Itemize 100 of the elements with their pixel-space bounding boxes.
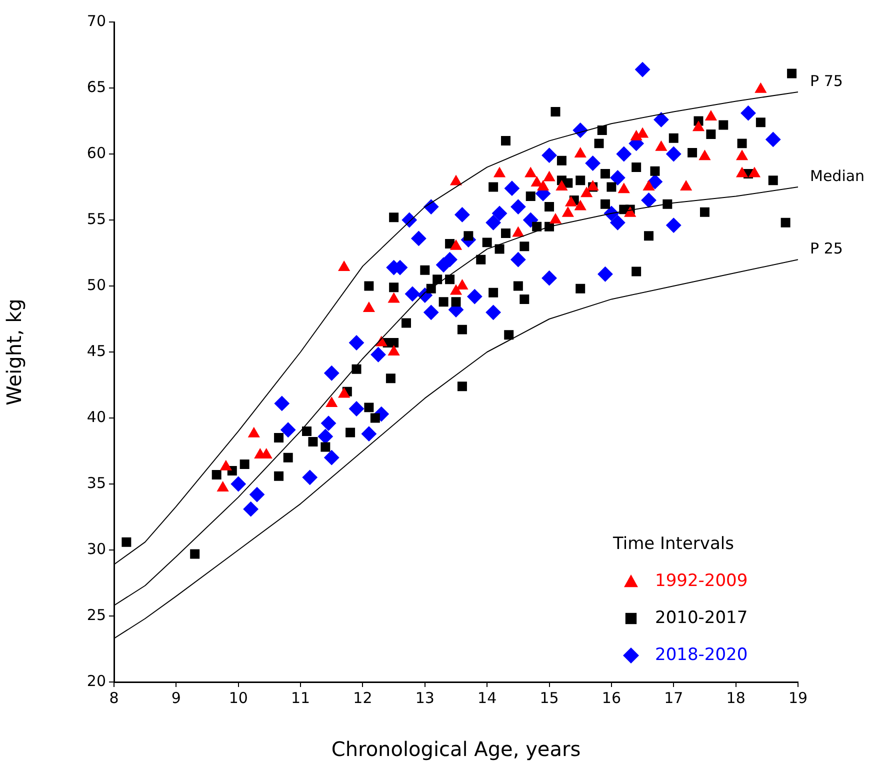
point	[766, 132, 781, 147]
point	[740, 106, 756, 121]
point	[454, 207, 470, 222]
point	[230, 476, 246, 492]
point	[635, 62, 650, 78]
point	[442, 252, 458, 268]
x-tick-label: 11	[291, 688, 310, 707]
legend-title: Time Intervals	[612, 534, 734, 554]
point	[641, 192, 656, 208]
point	[363, 302, 375, 312]
point	[318, 428, 333, 444]
point	[450, 175, 462, 186]
y-tick-label: 35	[86, 474, 106, 492]
y-tick-label: 40	[86, 408, 106, 426]
point	[598, 266, 613, 282]
point	[754, 82, 766, 93]
point	[542, 148, 557, 163]
point	[705, 110, 717, 121]
point	[510, 199, 526, 214]
x-tick-label: 16	[602, 688, 621, 707]
point	[321, 416, 336, 431]
point	[544, 171, 555, 182]
point	[361, 426, 376, 442]
point	[243, 502, 258, 517]
point	[217, 481, 229, 492]
point	[692, 121, 704, 132]
point	[370, 347, 386, 362]
point	[562, 206, 574, 217]
point	[492, 206, 508, 221]
series-label: P 25	[810, 239, 843, 258]
point	[494, 167, 506, 178]
x-tick-label: 18	[726, 688, 746, 707]
y-tick-label: 25	[86, 606, 106, 624]
x-tick-label: 9	[171, 688, 181, 707]
x-tick-label: 13	[415, 688, 434, 707]
point	[504, 180, 520, 196]
point	[656, 140, 667, 151]
point	[280, 422, 296, 438]
point	[324, 450, 340, 466]
x-tick-label: 12	[353, 688, 372, 707]
point	[424, 304, 439, 320]
point	[574, 148, 586, 158]
y-tick-label: 30	[86, 540, 106, 558]
point	[486, 304, 501, 320]
point	[302, 470, 318, 485]
point	[274, 396, 290, 411]
point	[324, 366, 340, 381]
legend-label: 2018-2020	[655, 644, 748, 665]
x-tick-label: 14	[478, 688, 497, 707]
y-axis-title: Weight, kg	[2, 298, 26, 406]
point	[349, 335, 364, 350]
x-tick-label: 15	[540, 688, 559, 707]
point	[580, 187, 592, 198]
point	[250, 487, 265, 502]
point	[748, 167, 760, 178]
series-label: Median	[810, 166, 865, 185]
point	[524, 167, 536, 178]
y-tick-label: 50	[86, 276, 106, 294]
point	[467, 289, 482, 304]
point	[531, 176, 543, 187]
y-tick-label: 60	[86, 144, 106, 162]
point	[585, 156, 600, 171]
point	[486, 215, 501, 230]
point	[556, 180, 568, 190]
point	[404, 286, 420, 302]
y-tick-label: 65	[86, 78, 106, 96]
point	[736, 167, 748, 178]
point	[736, 150, 748, 160]
point	[512, 226, 524, 237]
point	[574, 200, 586, 210]
x-tick-label: 10	[228, 688, 248, 707]
point	[248, 427, 260, 438]
legend-label: 2010-2017	[655, 608, 748, 628]
point	[550, 214, 562, 224]
point	[456, 280, 468, 290]
x-axis-title: Chronological Age, years	[331, 737, 581, 762]
point	[388, 346, 400, 356]
x-tick-label: 19	[788, 688, 808, 707]
point	[450, 240, 462, 250]
legend-label: 1992-2009	[655, 570, 748, 591]
point	[565, 196, 577, 206]
point	[542, 270, 557, 286]
point	[411, 230, 426, 246]
point	[610, 170, 626, 186]
x-tick-label: 17	[664, 688, 684, 707]
point	[624, 206, 636, 217]
point	[388, 292, 400, 303]
point	[537, 180, 549, 190]
point	[338, 261, 350, 272]
point	[699, 150, 710, 160]
y-tick-label: 70	[86, 12, 106, 30]
point	[618, 183, 630, 194]
point	[666, 218, 682, 233]
x-tick-label: 8	[109, 688, 119, 707]
point	[450, 284, 462, 295]
point	[338, 388, 350, 398]
y-tick-label: 20	[86, 672, 106, 690]
point	[643, 180, 654, 190]
point	[616, 146, 632, 162]
y-tick-label: 45	[86, 342, 106, 360]
